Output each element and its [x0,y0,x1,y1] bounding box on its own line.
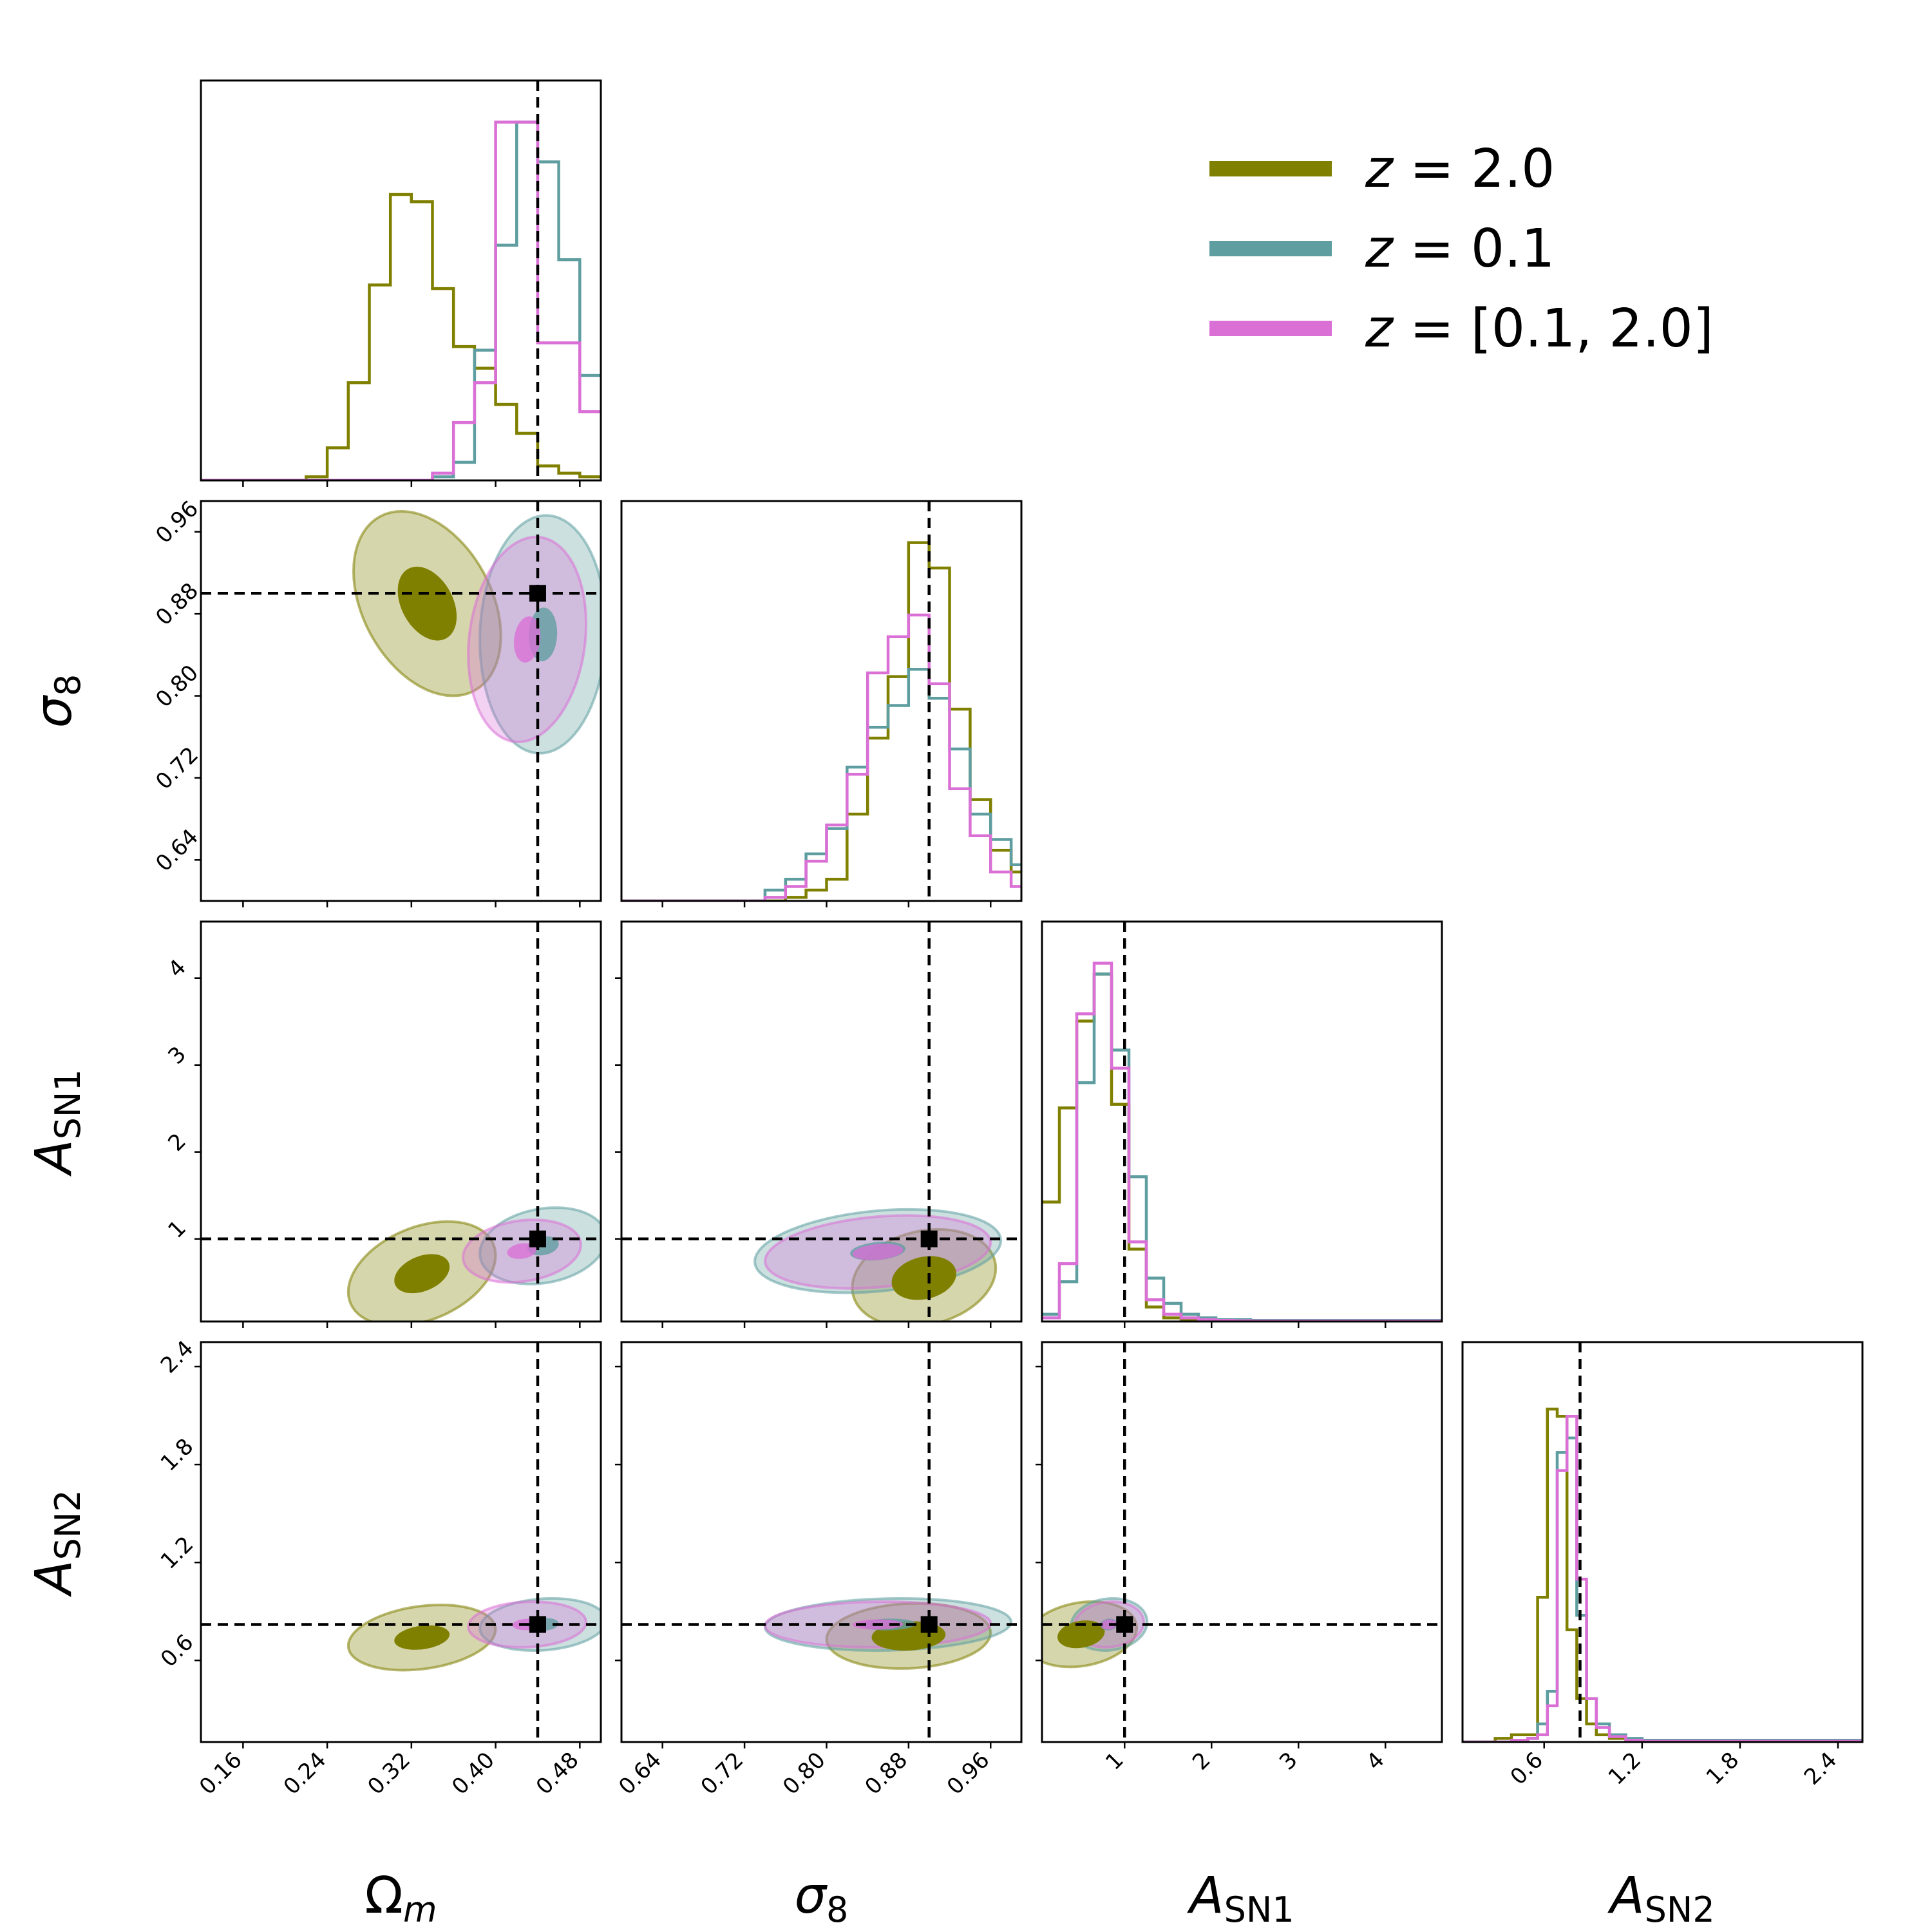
panel-frame [200,920,602,1323]
truth-marker-sigma_8-A_SN2 [920,1616,938,1633]
x-axis-label-A_SN1: ASN1 [1186,1867,1294,1930]
panel-frame [200,500,602,902]
panel-frame [200,79,602,482]
panel-sigma_8-vs-A_SN1 [615,920,1023,1328]
panel-frame [1461,1341,1864,1743]
panel-Omega_m-vs-A_SN2: 0.16 0.24 0.32 0.40 0.48 0.6 1.2 1.8 2.4 [156,1336,602,1800]
y-tick-label: 4 [163,954,191,983]
y-tick-label: 2.4 [156,1336,199,1379]
contour-inner-Omega_m-sigma_8-series-2 [514,616,541,663]
truth-marker-Omega_m-A_SN1 [529,1230,546,1247]
x-axis-label-sigma_8: σ8 [795,1867,849,1930]
hist-A_SN1-series-1 [1042,972,1442,1321]
x-tick-label: 3 [1274,1747,1303,1776]
panel-A_SN1-vs-A_SN2: 1 2 3 4 [1036,1341,1443,1776]
hist-A_SN1-series-2 [1042,961,1442,1321]
x-tick-label: 2.4 [1799,1747,1842,1790]
hist-A_SN2-series-0 [1463,1407,1862,1742]
y-tick-label: 2 [163,1128,191,1157]
hist-A_SN1-series-0 [1042,972,1442,1321]
panel-A_SN2-marginal: 0.6 1.2 1.8 2.4 [1461,1341,1864,1790]
y-tick-label: 1.2 [156,1531,199,1575]
panel-Omega_m-marginal [200,79,602,487]
x-axis-label-Omega_m: Ωm [365,1867,437,1930]
x-axis-labels: Ωm σ8 ASN1 ASN2 [365,1867,1714,1930]
x-tick-label: 0.24 [279,1747,332,1800]
x-tick-label: 2 [1188,1747,1216,1776]
y-tick-label: 3 [163,1041,191,1070]
truth-marker-Omega_m-sigma_8 [529,585,546,602]
y-tick-label: 0.72 [151,742,204,795]
panel-sigma_8-marginal [620,500,1023,907]
legend: z = 2.0 z = 0.1 z = [0.1, 2.0] [1209,138,1714,359]
hist-sigma_8-series-2 [621,613,1021,901]
truth-marker-A_SN1-A_SN2 [1116,1616,1133,1633]
contour-inner-sigma_8-A_SN1-series-0 [891,1256,956,1300]
contour-inner-A_SN1-A_SN2-series-0 [1057,1620,1105,1649]
y-tick-label: 0.64 [151,824,204,877]
contour-inner-Omega_m-A_SN2-series-0 [394,1625,450,1650]
x-tick-label: 1.8 [1701,1747,1745,1790]
truth-marker-Omega_m-A_SN2 [529,1616,546,1633]
panel-A_SN1-marginal [1041,920,1443,1328]
x-tick-label: 0.64 [614,1747,667,1800]
hist-sigma_8-series-1 [621,668,1021,901]
panel-frame [1041,920,1443,1323]
panel-frame [200,1341,602,1743]
contour-inner-Omega_m-sigma_8-series-0 [397,566,457,641]
legend-label-series-0: z = 2.0 [1365,138,1555,200]
contour-inner-Omega_m-A_SN1-series-0 [394,1254,450,1294]
y-tick-label: 1.8 [156,1434,199,1477]
x-axis-label-A_SN2: ASN2 [1607,1867,1714,1930]
hist-Omega_m-series-0 [201,193,601,480]
x-tick-label: 0.72 [696,1747,749,1800]
panel-frame [1041,1341,1443,1743]
contour-inner-Omega_m-A_SN1-series-2 [507,1243,537,1259]
contour-inner-sigma_8-A_SN1-series-2 [852,1244,904,1260]
contour-inner-A_SN1-A_SN2-series-2 [1101,1619,1117,1630]
panel-frame [620,920,1023,1323]
hist-Omega_m-series-2 [201,120,601,480]
x-tick-label: 0.16 [194,1747,247,1800]
y-axis-label-sigma_8: σ8 [25,674,88,728]
legend-label-series-1: z = 0.1 [1365,218,1555,279]
y-axis-labels: σ8 ASN1 ASN2 [25,674,88,1598]
x-tick-label: 0.6 [1506,1747,1549,1790]
x-tick-label: 0.40 [447,1747,500,1800]
x-tick-label: 0.32 [363,1747,415,1800]
x-tick-label: 0.88 [860,1747,913,1800]
y-axis-label-A_SN1: ASN1 [25,1069,88,1177]
y-tick-label: 1 [163,1215,191,1244]
y-tick-label: 0.88 [151,578,204,630]
hist-sigma_8-series-0 [621,541,1021,901]
panel-Omega_m-vs-A_SN1: 1 2 3 4 [163,920,602,1328]
panel-sigma_8-vs-A_SN2: 0.64 0.72 0.80 0.88 0.96 [614,1341,1023,1800]
legend-label-series-2: z = [0.1, 2.0] [1365,298,1714,359]
x-tick-label: 1 [1101,1747,1129,1776]
x-tick-label: 1.2 [1604,1747,1647,1790]
hist-A_SN2-series-1 [1463,1436,1862,1742]
x-tick-label: 0.48 [531,1747,584,1800]
y-tick-label: 0.80 [151,660,204,713]
y-axis-label-A_SN2: ASN2 [25,1490,88,1597]
x-tick-label: 0.80 [778,1747,831,1800]
panel-frame [620,1341,1023,1743]
hist-A_SN2-series-2 [1463,1414,1862,1742]
panel-frame [620,500,1023,902]
truth-marker-sigma_8-A_SN1 [920,1230,938,1247]
y-tick-label: 0.96 [151,496,204,549]
x-tick-label: 4 [1361,1747,1390,1776]
x-tick-label: 0.96 [942,1747,995,1800]
y-tick-label: 0.6 [156,1629,199,1672]
panel-Omega_m-vs-sigma_8: 0.64 0.72 0.80 0.88 0.96 [151,496,602,907]
hist-Omega_m-series-1 [201,120,601,480]
